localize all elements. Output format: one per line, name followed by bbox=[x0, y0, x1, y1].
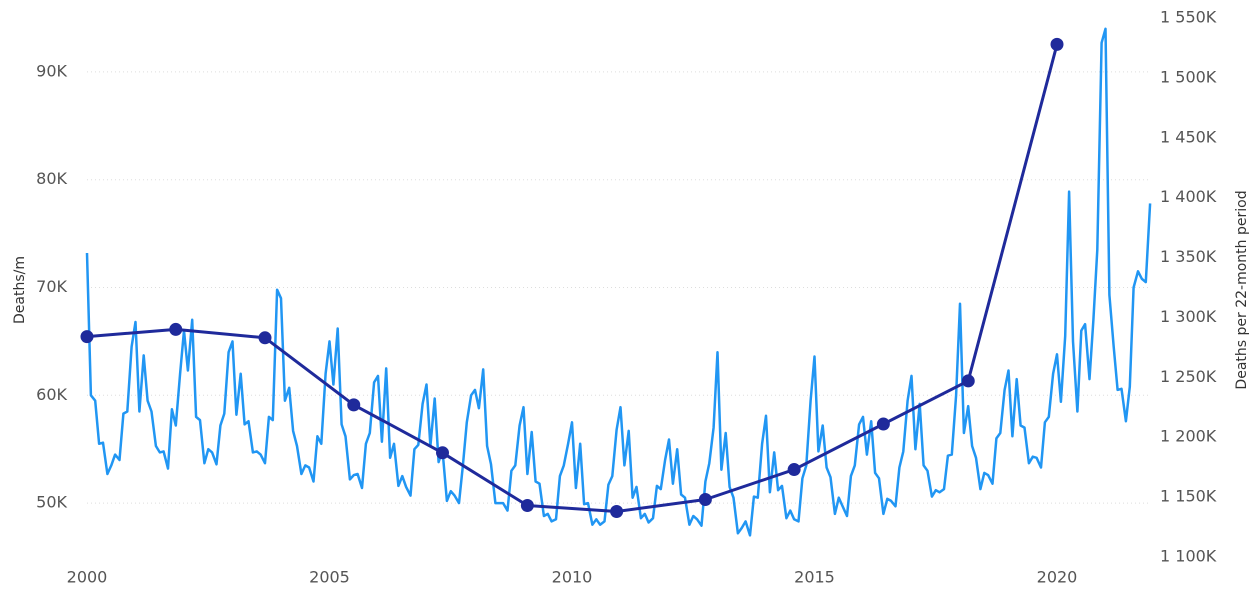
x-tick-label: 2015 bbox=[794, 568, 835, 587]
y2-tick-label: 1 400K bbox=[1160, 187, 1217, 206]
y-axis-title: Deaths/m bbox=[12, 256, 28, 324]
x-tick-label: 2000 bbox=[67, 568, 108, 587]
x-tick-label: 2010 bbox=[552, 568, 593, 587]
y2-tick-label: 1 200K bbox=[1160, 427, 1217, 446]
y-tick-label: 70K bbox=[36, 277, 67, 296]
point-marker bbox=[787, 463, 801, 477]
y-tick-label: 80K bbox=[36, 169, 67, 188]
y-tick-label: 60K bbox=[36, 385, 67, 404]
point-marker bbox=[876, 417, 890, 431]
x-tick-label: 2005 bbox=[309, 568, 350, 587]
point-marker bbox=[347, 398, 361, 412]
point-marker bbox=[610, 504, 624, 518]
point-marker bbox=[436, 446, 450, 460]
y2-tick-label: 1 350K bbox=[1160, 247, 1217, 266]
series-line bbox=[86, 44, 1059, 513]
y-tick-label: 50K bbox=[36, 493, 67, 512]
x-tick-label: 2020 bbox=[1037, 568, 1078, 587]
point-marker bbox=[258, 331, 272, 345]
y2-tick-label: 1 450K bbox=[1160, 127, 1217, 146]
series-line bbox=[85, 27, 1152, 537]
y2-tick-label: 1 300K bbox=[1160, 307, 1217, 326]
y2-axis-title: Deaths per 22-month period bbox=[1234, 190, 1250, 389]
y2-tick-label: 1 150K bbox=[1160, 487, 1217, 506]
y-tick-label: 90K bbox=[36, 61, 67, 80]
point-marker bbox=[698, 493, 712, 507]
y2-tick-label: 1 550K bbox=[1160, 8, 1217, 27]
point-marker bbox=[961, 374, 975, 388]
y2-tick-label: 1 500K bbox=[1160, 67, 1217, 86]
y2-tick-label: 1 100K bbox=[1160, 547, 1217, 566]
point-marker bbox=[80, 330, 94, 344]
point-marker bbox=[520, 498, 534, 512]
point-marker bbox=[1050, 37, 1064, 51]
point-marker bbox=[169, 322, 183, 336]
y2-tick-label: 1 250K bbox=[1160, 367, 1217, 386]
